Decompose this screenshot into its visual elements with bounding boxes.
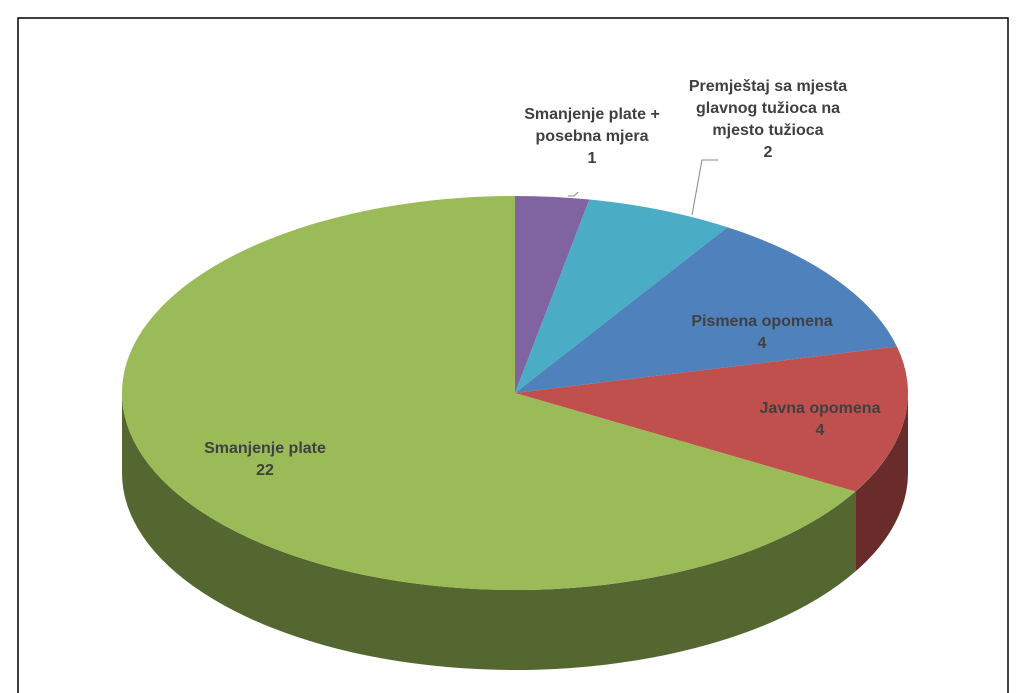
slice: [515, 227, 897, 393]
slice: [121, 196, 856, 590]
label-value: 2: [763, 144, 773, 161]
data-label: Javna opomena 4: [720, 398, 920, 442]
data-label: Smanjenje plate 22: [165, 438, 365, 482]
slice-side: [122, 393, 856, 670]
data-label: Premještaj sa mjesta glavnog tužioca na …: [673, 76, 863, 164]
data-label: Smanjenje plate + posebna mjera 1: [497, 104, 687, 170]
label-name: Premještaj sa mjesta glavnog tužioca na …: [688, 78, 848, 139]
label-value: 4: [757, 335, 767, 352]
label-value: 1: [587, 150, 597, 167]
data-label: Pismena opomena 4: [662, 311, 862, 355]
label-name: Javna opomena: [759, 400, 881, 417]
slice: [515, 199, 728, 393]
label-name: Smanjenje plate: [204, 440, 326, 457]
sides: [122, 393, 909, 670]
label-value: 4: [815, 422, 825, 439]
leader-line: [691, 159, 718, 216]
label-name: Smanjenje plate + posebna mjera: [524, 106, 660, 145]
label-name: Pismena opomena: [691, 313, 833, 330]
slice: [515, 346, 909, 492]
tops: [121, 196, 909, 590]
frame: [17, 17, 1009, 693]
label-value: 22: [256, 462, 274, 479]
slice-side: [855, 393, 909, 572]
leader-line: [568, 191, 579, 197]
slice: [515, 196, 590, 393]
